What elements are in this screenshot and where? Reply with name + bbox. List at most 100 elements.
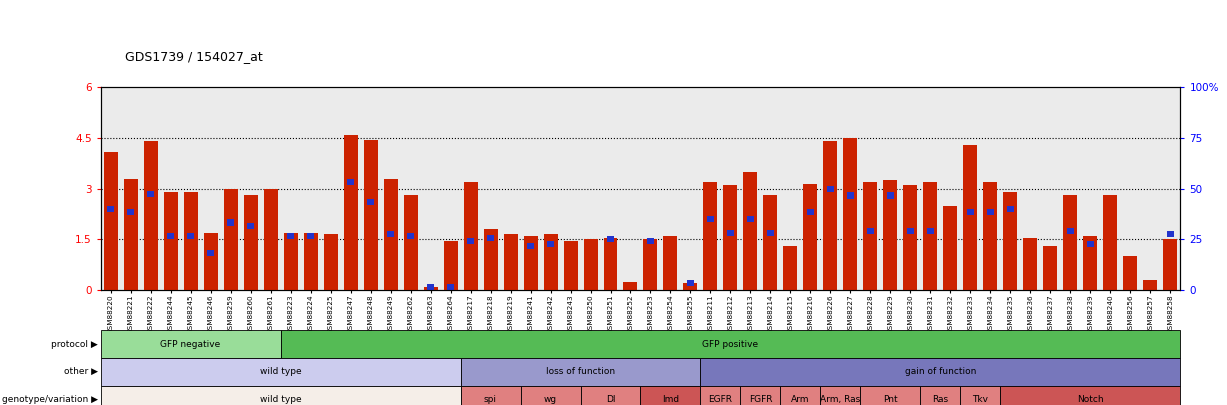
Bar xyxy=(903,185,918,290)
Bar xyxy=(344,135,357,290)
Bar xyxy=(347,179,355,185)
Bar xyxy=(167,233,174,239)
Bar xyxy=(944,206,957,290)
Bar xyxy=(144,141,157,290)
Bar xyxy=(487,234,494,241)
Bar xyxy=(126,209,135,215)
Bar xyxy=(784,246,798,290)
Bar xyxy=(287,233,294,239)
Bar xyxy=(443,241,458,290)
Text: Ras: Ras xyxy=(933,395,948,404)
Bar xyxy=(547,241,555,247)
Text: protocol ▶: protocol ▶ xyxy=(52,340,98,349)
Bar xyxy=(907,228,914,234)
Text: wg: wg xyxy=(544,395,557,404)
Bar xyxy=(264,189,277,290)
Bar xyxy=(404,196,417,290)
Bar xyxy=(584,239,598,290)
Bar xyxy=(843,138,858,290)
Bar xyxy=(687,280,694,286)
Text: Imd: Imd xyxy=(661,395,679,404)
Text: Dl: Dl xyxy=(606,395,615,404)
Bar xyxy=(823,141,838,290)
Text: Pnt: Pnt xyxy=(883,395,898,404)
Bar xyxy=(526,243,535,249)
Bar xyxy=(763,196,778,290)
Bar xyxy=(1083,236,1097,290)
Bar xyxy=(1006,206,1015,212)
Bar xyxy=(384,179,398,290)
Bar xyxy=(1004,192,1017,290)
Bar xyxy=(1167,231,1174,237)
Bar xyxy=(464,182,477,290)
Bar xyxy=(223,189,238,290)
Bar xyxy=(1064,196,1077,290)
Bar xyxy=(683,283,697,290)
Bar xyxy=(427,284,434,290)
Bar xyxy=(544,234,557,290)
Bar xyxy=(744,172,757,290)
Text: Arm, Ras: Arm, Ras xyxy=(821,395,860,404)
Bar xyxy=(466,238,475,244)
Bar xyxy=(184,192,198,290)
Text: Tkv: Tkv xyxy=(973,395,989,404)
Bar xyxy=(707,216,714,222)
Bar xyxy=(247,223,254,229)
Bar xyxy=(524,236,537,290)
Bar xyxy=(307,233,314,239)
Bar xyxy=(703,182,718,290)
Bar xyxy=(726,230,734,236)
Bar xyxy=(847,192,854,198)
Bar xyxy=(423,287,438,290)
Bar xyxy=(827,185,834,192)
Bar xyxy=(324,234,337,290)
Bar xyxy=(864,182,877,290)
Bar xyxy=(1144,280,1157,290)
Bar xyxy=(124,179,137,290)
Bar xyxy=(483,229,497,290)
Bar xyxy=(664,236,677,290)
Bar xyxy=(367,199,374,205)
Bar xyxy=(623,281,638,290)
Bar xyxy=(1066,228,1075,234)
Bar xyxy=(983,182,998,290)
Bar xyxy=(503,234,518,290)
Bar xyxy=(1103,196,1118,290)
Text: GDS1739 / 154027_at: GDS1739 / 154027_at xyxy=(125,50,263,63)
Bar xyxy=(804,184,817,290)
Bar xyxy=(606,237,615,242)
Bar xyxy=(163,192,178,290)
Bar xyxy=(1163,239,1178,290)
Bar xyxy=(1043,246,1058,290)
Text: FGFR: FGFR xyxy=(748,395,772,404)
Bar xyxy=(724,185,737,290)
Text: genotype/variation ▶: genotype/variation ▶ xyxy=(2,395,98,404)
Text: GFP positive: GFP positive xyxy=(702,340,758,349)
Bar xyxy=(647,238,654,244)
Bar xyxy=(1087,241,1094,247)
Bar xyxy=(924,182,937,290)
Bar xyxy=(887,192,894,198)
Bar xyxy=(767,230,774,236)
Bar xyxy=(406,233,415,239)
Text: loss of function: loss of function xyxy=(546,367,615,376)
Bar xyxy=(147,191,155,197)
Text: spi: spi xyxy=(483,395,497,404)
Text: wild type: wild type xyxy=(260,395,302,404)
Bar xyxy=(187,233,194,239)
Bar xyxy=(746,216,755,222)
Text: EGFR: EGFR xyxy=(708,395,733,404)
Bar xyxy=(604,238,617,290)
Bar xyxy=(387,231,394,237)
Bar xyxy=(303,232,318,290)
Text: gain of function: gain of function xyxy=(904,367,977,376)
Bar xyxy=(806,209,815,215)
Text: Arm: Arm xyxy=(791,395,810,404)
Bar xyxy=(206,250,215,256)
Bar xyxy=(967,209,974,215)
Bar xyxy=(204,232,217,290)
Bar xyxy=(107,206,114,212)
Bar xyxy=(643,239,658,290)
Bar xyxy=(363,140,378,290)
Bar xyxy=(1124,256,1137,290)
